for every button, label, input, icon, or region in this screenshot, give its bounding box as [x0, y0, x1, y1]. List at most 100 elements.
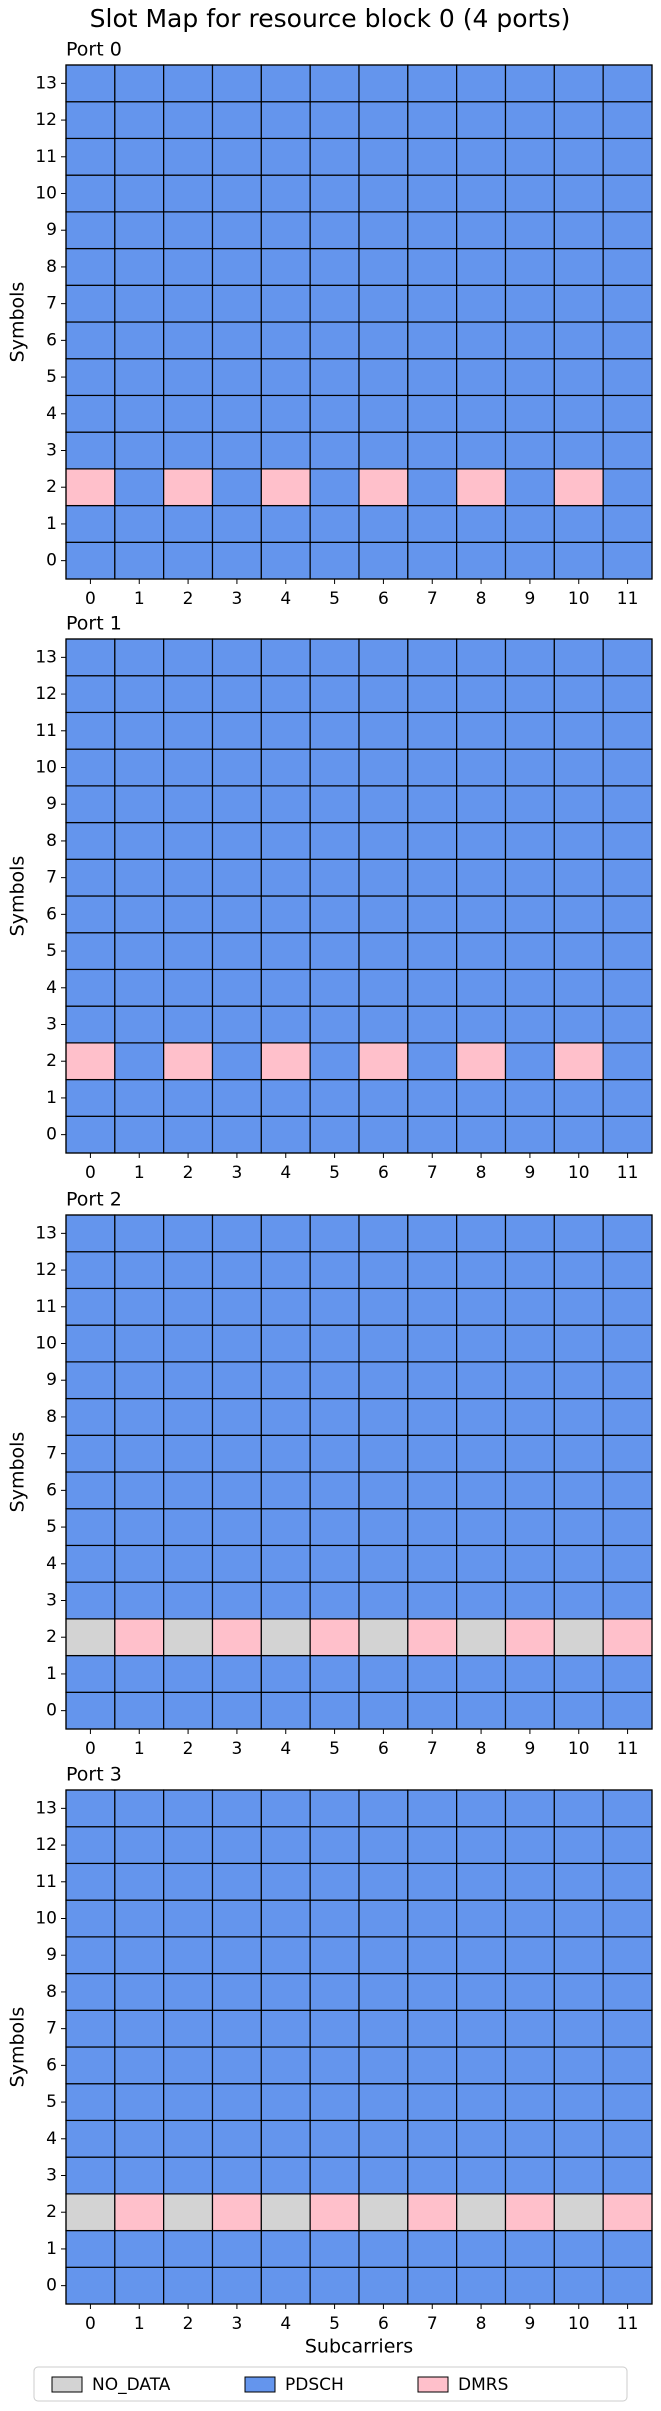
cell: [163, 748, 214, 787]
cell: [211, 321, 262, 360]
cell: [309, 1042, 360, 1081]
cell: [260, 1042, 311, 1081]
cell: [602, 1691, 653, 1730]
cell: [114, 2266, 165, 2305]
cell: [163, 968, 214, 1007]
cell: [163, 785, 214, 824]
cell: [260, 1251, 311, 1290]
cell: [358, 1789, 409, 1828]
cell: [65, 1654, 116, 1693]
cell: [602, 2009, 653, 2048]
cell: [504, 932, 555, 971]
y-tick-label: 6: [46, 330, 57, 350]
x-tick-label: 11: [617, 589, 639, 609]
cell: [114, 1042, 165, 1081]
cell: [553, 858, 604, 897]
cell: [504, 1862, 555, 1901]
cell: [456, 785, 507, 824]
cell: [504, 1287, 555, 1326]
cell: [65, 394, 116, 433]
cell: [553, 1042, 604, 1081]
cell: [65, 821, 116, 860]
cell: [163, 431, 214, 470]
cell: [309, 638, 360, 677]
cell: [309, 2083, 360, 2122]
cell: [358, 1078, 409, 1117]
cell: [65, 1361, 116, 1400]
cell: [211, 2156, 262, 2195]
cell: [407, 1434, 458, 1473]
cell: [504, 785, 555, 824]
cell: [163, 1361, 214, 1400]
cell: [358, 174, 409, 213]
cell: [553, 1691, 604, 1730]
cell: [163, 174, 214, 213]
cell: [553, 2119, 604, 2158]
cell: [260, 2083, 311, 2122]
cell: [407, 1508, 458, 1547]
cell: [456, 1324, 507, 1363]
cell: [163, 1654, 214, 1693]
cell: [163, 1862, 214, 1901]
cell: [456, 2266, 507, 2305]
cell: [553, 895, 604, 934]
cell: [114, 1618, 165, 1657]
cell: [456, 1042, 507, 1081]
cell: [602, 101, 653, 140]
x-tick-label: 4: [280, 1163, 291, 1183]
cell: [309, 1397, 360, 1436]
cell: [114, 358, 165, 397]
cell: [211, 64, 262, 103]
cell: [358, 1654, 409, 1693]
cell: [163, 2083, 214, 2122]
cell: [211, 1078, 262, 1117]
cell: [602, 748, 653, 787]
cell: [504, 468, 555, 507]
cell: [309, 821, 360, 860]
cell: [504, 1042, 555, 1081]
cell: [211, 1826, 262, 1865]
cell: [407, 358, 458, 397]
cell: [456, 1434, 507, 1473]
cell: [163, 358, 214, 397]
axes-frame: [65, 64, 653, 580]
cell: [456, 1826, 507, 1865]
y-tick-label: 5: [46, 1517, 57, 1537]
cell: [211, 638, 262, 677]
cell: [504, 101, 555, 140]
cell: [358, 247, 409, 286]
y-tick-label: 10: [35, 1334, 57, 1354]
cell: [65, 1078, 116, 1117]
cell: [407, 1618, 458, 1657]
cell: [65, 211, 116, 250]
cell: [602, 431, 653, 470]
cell: [211, 394, 262, 433]
cell: [553, 2156, 604, 2195]
cell: [407, 1397, 458, 1436]
cell: [553, 748, 604, 787]
cell: [260, 1972, 311, 2011]
cell: [309, 1361, 360, 1400]
cell: [553, 2009, 604, 2048]
cell: [407, 748, 458, 787]
x-tick-label: 10: [568, 1163, 590, 1183]
cell: [260, 1899, 311, 1938]
cell: [65, 2193, 116, 2232]
cell: [358, 1936, 409, 1975]
y-tick-label: 7: [46, 868, 57, 888]
cell: [553, 174, 604, 213]
cell: [407, 858, 458, 897]
cell: [163, 1899, 214, 1938]
cell: [309, 247, 360, 286]
cell: [114, 2193, 165, 2232]
x-tick-label: 1: [134, 1739, 145, 1759]
cell: [504, 211, 555, 250]
cell: [553, 1078, 604, 1117]
cell: [504, 2193, 555, 2232]
cell: [163, 2229, 214, 2268]
cell: [163, 1115, 214, 1154]
cell: [407, 1936, 458, 1975]
cell: [602, 1005, 653, 1044]
cell: [65, 858, 116, 897]
cell: [358, 895, 409, 934]
